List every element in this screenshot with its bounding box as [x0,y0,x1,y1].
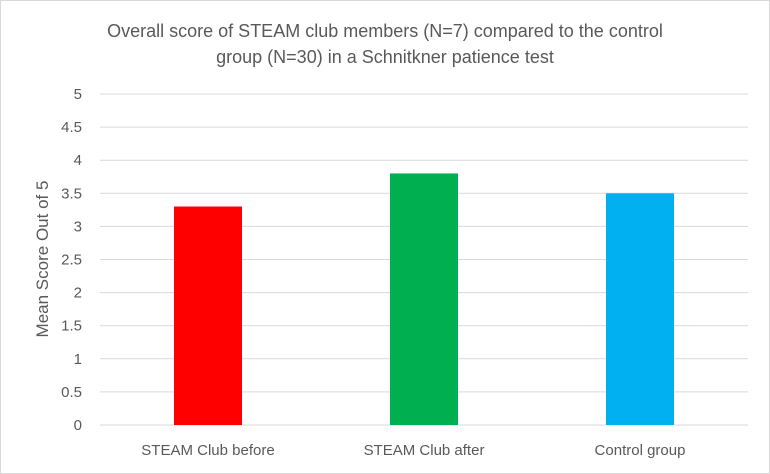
chart-title: Overall score of STEAM club members (N=7… [60,18,710,70]
bar-1 [174,206,242,425]
y-tick-label: 0.5 [61,384,82,401]
category-label: Control group [595,442,686,459]
y-tick-label: 3.5 [61,185,82,202]
category-label: STEAM Club after [364,442,485,459]
y-axis-label: Mean Score Out of 5 [33,181,52,338]
y-tick-label: 4.5 [61,119,82,136]
y-axis-ticks: 0 0.5 1 1.5 2 2.5 3 3.5 4 4.5 5 [61,86,82,434]
y-tick-label: 2 [74,285,82,302]
bar-2 [390,173,458,425]
x-axis-categories: STEAM Club before STEAM Club after Control… [141,442,685,459]
y-tick-label: 1 [74,351,82,368]
y-tick-label: 0 [74,417,82,434]
category-label: STEAM Club before [141,442,274,459]
y-tick-label: 5 [74,86,82,103]
y-tick-label: 2.5 [61,252,82,269]
chart-title-line-1: Overall score of STEAM club members (N=7… [107,21,663,41]
y-tick-label: 4 [74,152,82,169]
y-tick-label: 1.5 [61,318,82,335]
bar-3 [606,193,674,425]
bars [174,173,674,425]
chart-title-line-2: group (N=30) in a Schnitkner patience te… [216,47,554,67]
y-tick-label: 3 [74,218,82,235]
